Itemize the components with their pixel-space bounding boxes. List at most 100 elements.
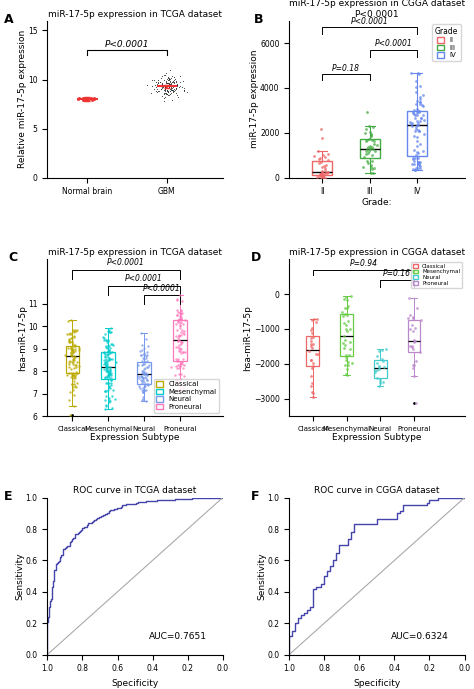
- Point: [307, 333, 315, 344]
- Point: [102, 401, 109, 412]
- Point: [144, 362, 151, 373]
- Point: [90, 94, 98, 105]
- Point: [103, 362, 111, 373]
- Point: [105, 326, 112, 337]
- Point: [111, 394, 118, 405]
- X-axis label: Grade:: Grade:: [362, 198, 392, 207]
- Point: [152, 76, 160, 88]
- Point: [150, 84, 158, 95]
- Point: [134, 360, 142, 371]
- Point: [416, 80, 424, 91]
- Point: [174, 342, 182, 353]
- Point: [173, 353, 180, 364]
- Point: [165, 77, 173, 88]
- Point: [68, 336, 76, 347]
- Point: [138, 365, 146, 376]
- Point: [140, 368, 147, 379]
- Point: [64, 369, 71, 380]
- Point: [409, 362, 416, 373]
- Text: P<0.0001: P<0.0001: [125, 274, 163, 283]
- Point: [175, 346, 182, 357]
- Point: [142, 373, 150, 384]
- Point: [319, 161, 326, 172]
- Point: [173, 80, 181, 91]
- Point: [412, 82, 420, 93]
- Point: [376, 345, 383, 356]
- Point: [344, 316, 352, 327]
- Point: [65, 357, 73, 368]
- Text: AUC=0.6324: AUC=0.6324: [391, 632, 449, 641]
- Point: [165, 82, 173, 93]
- Point: [141, 357, 149, 368]
- Point: [415, 159, 423, 170]
- Point: [412, 99, 420, 110]
- Point: [170, 71, 178, 82]
- Point: [174, 359, 182, 370]
- Point: [107, 323, 115, 334]
- Point: [414, 156, 422, 167]
- Point: [157, 72, 164, 83]
- Point: [106, 382, 113, 393]
- Point: [154, 76, 162, 88]
- Y-axis label: hsa-miR-17-5p: hsa-miR-17-5p: [18, 305, 27, 371]
- Point: [104, 357, 111, 368]
- Point: [374, 373, 381, 384]
- Point: [410, 312, 417, 323]
- Point: [170, 81, 178, 92]
- Point: [413, 397, 420, 408]
- Point: [106, 382, 113, 393]
- Point: [322, 160, 330, 171]
- Point: [138, 394, 146, 405]
- Point: [368, 167, 375, 178]
- Point: [71, 325, 78, 336]
- Point: [70, 369, 77, 380]
- Point: [68, 356, 76, 367]
- Point: [166, 76, 174, 88]
- Point: [413, 106, 420, 117]
- Point: [382, 343, 390, 354]
- Point: [103, 342, 110, 353]
- Point: [419, 90, 427, 101]
- Title: ROC curve in CGGA dataset: ROC curve in CGGA dataset: [314, 486, 440, 495]
- Point: [107, 373, 115, 384]
- Point: [161, 81, 169, 92]
- Point: [319, 133, 326, 144]
- Point: [103, 337, 110, 348]
- Point: [181, 360, 188, 371]
- Point: [70, 352, 78, 363]
- Point: [178, 325, 186, 336]
- Point: [72, 340, 79, 351]
- Point: [103, 358, 111, 369]
- Point: [75, 361, 83, 372]
- Point: [318, 170, 325, 181]
- Point: [416, 68, 423, 79]
- Point: [91, 92, 98, 103]
- Point: [319, 172, 327, 183]
- Point: [181, 347, 189, 358]
- Point: [169, 76, 177, 88]
- Point: [105, 380, 113, 391]
- Point: [67, 344, 75, 355]
- Point: [416, 99, 424, 110]
- Point: [106, 363, 114, 374]
- Point: [69, 382, 77, 393]
- Point: [164, 77, 172, 88]
- Point: [166, 76, 173, 87]
- Point: [103, 366, 110, 377]
- Point: [313, 313, 321, 325]
- Point: [68, 346, 76, 357]
- Point: [419, 100, 426, 111]
- Point: [317, 156, 325, 167]
- Point: [143, 379, 151, 390]
- Point: [309, 360, 317, 371]
- Point: [315, 171, 323, 182]
- Point: [134, 370, 141, 381]
- Point: [140, 363, 148, 374]
- Point: [66, 337, 74, 348]
- Point: [139, 387, 147, 398]
- Point: [412, 122, 419, 133]
- Point: [68, 333, 76, 344]
- Point: [318, 169, 325, 181]
- Point: [108, 391, 116, 402]
- Point: [415, 125, 422, 136]
